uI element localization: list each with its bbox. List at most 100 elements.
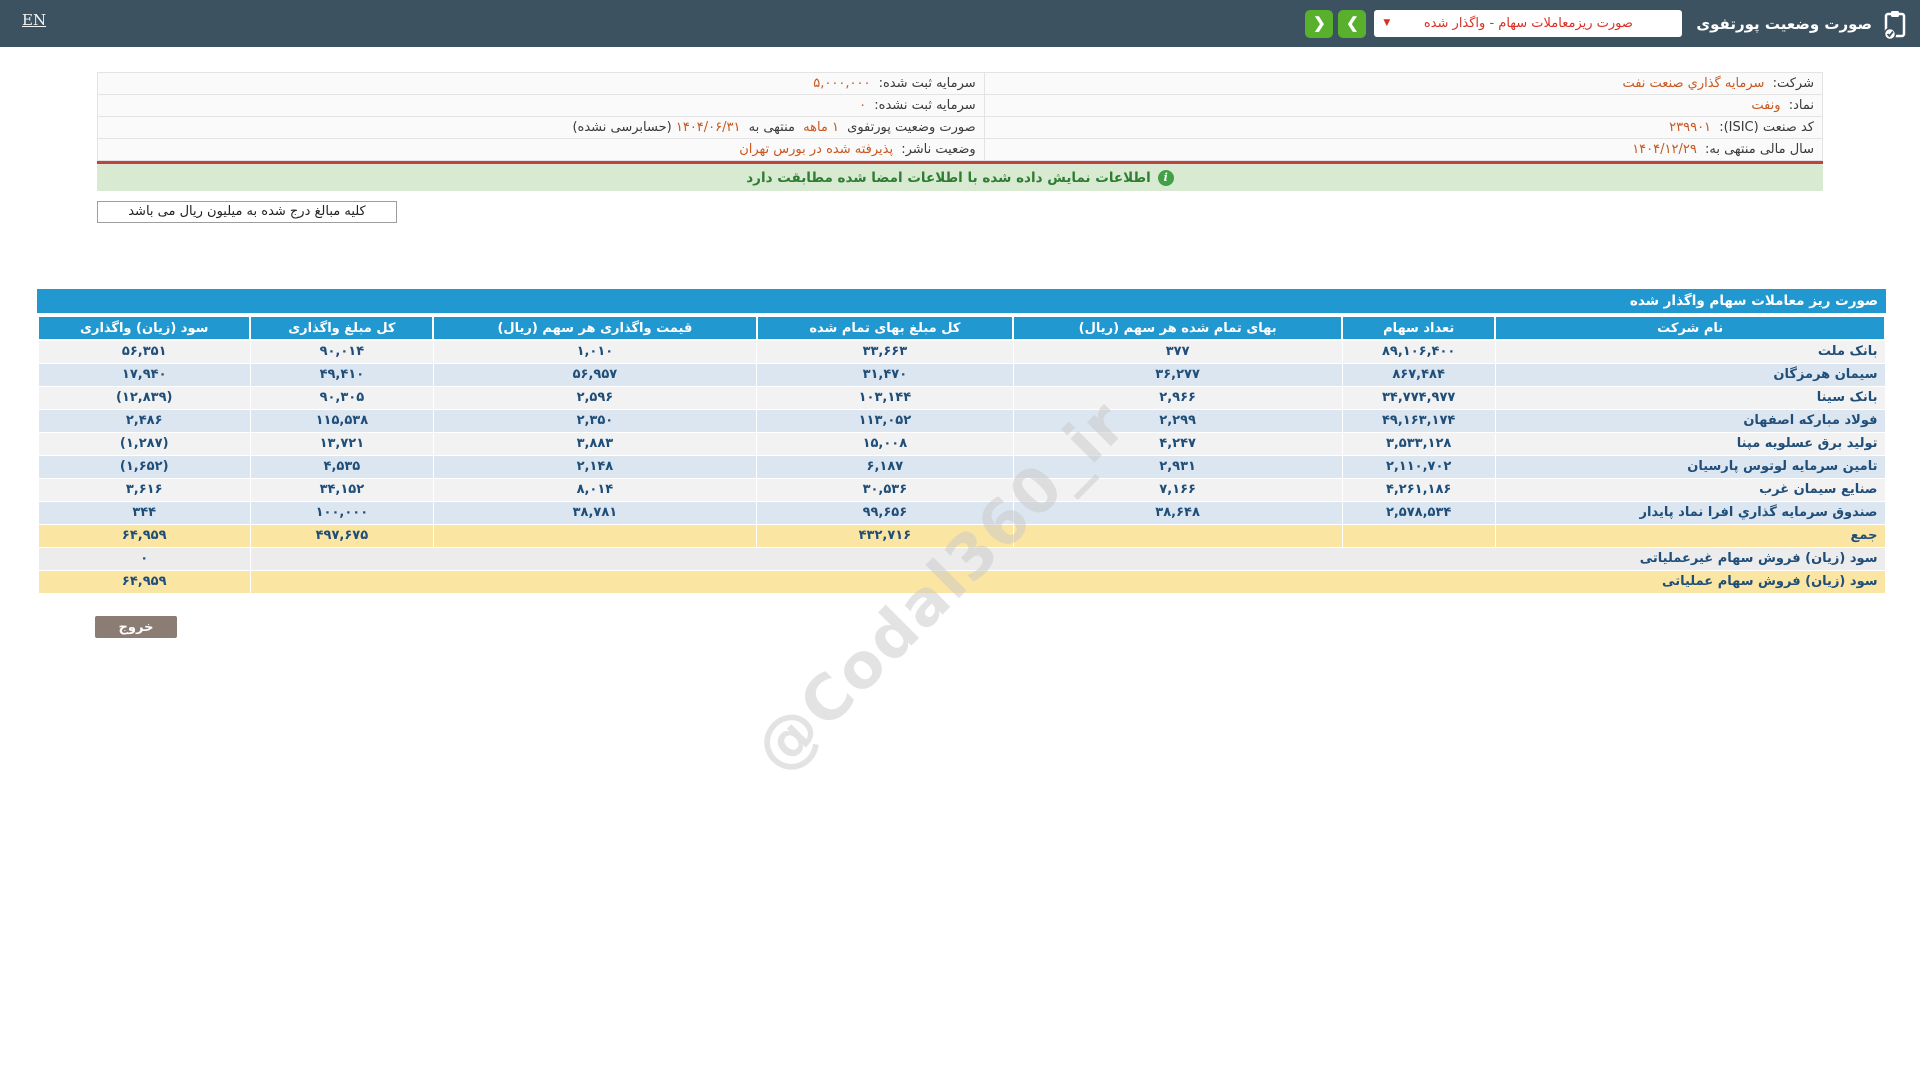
- chevron-right-icon: ❯: [1346, 15, 1359, 32]
- value-cell: ۱۱۵,۵۳۸: [249, 408, 434, 433]
- value-cell: ۴,۲۶۱,۱۸۶: [1341, 477, 1496, 502]
- table-row: سود (زیان) فروش سهام غیرعملیاتی ۰: [37, 546, 1886, 571]
- portfolio-period-label: صورت وضعیت پورتفوی: [847, 120, 976, 135]
- company-name-cell: سیمان هرمزگان: [1494, 362, 1886, 387]
- table-row: جمع ۴۳۲,۷۱۶ ۴۹۷,۶۷۵ ۶۴,۹۵۹: [37, 523, 1886, 548]
- column-share-count: تعداد سهام: [1340, 315, 1497, 341]
- language-toggle-en[interactable]: EN: [22, 11, 47, 29]
- company-info-table: شرکت: سرمایه گذاري صنعت نفت سرمایه ثبت ش…: [97, 72, 1824, 161]
- info-row-company: شرکت: سرمایه گذاري صنعت نفت سرمایه ثبت ش…: [97, 72, 1824, 95]
- value-cell: ۷,۱۶۶: [1012, 477, 1343, 502]
- company-name-cell: صنایع سیمان غرب: [1494, 477, 1886, 502]
- transactions-tbody: بانک ملت ۸۹,۱۰۶,۴۰۰ ۳۷۷ ۳۳,۶۶۳ ۱,۰۱۰ ۹۰,۰۱۴ ۵۶…: [37, 339, 1886, 594]
- summary-label-cell: سود (زیان) فروش سهام غیرعملیاتی: [249, 546, 1886, 571]
- table-title: صورت ریز معاملات سهام واگذار شده: [37, 289, 1886, 313]
- fiscal-year-field: سال مالی منتهی به: ۱۴۰۴/۱۲/۲۹: [983, 138, 1824, 161]
- report-type-dropdown[interactable]: صورت ریزمعاملات سهام - واگذار شده ▼: [1374, 10, 1683, 37]
- value-cell: (۱۲,۸۳۹): [37, 385, 251, 410]
- issuer-status-value: پذیرفته شده در بورس تهران: [739, 142, 894, 157]
- summary-label-cell: سود (زیان) فروش سهام عملیاتی: [249, 569, 1886, 594]
- value-cell: ۸۹,۱۰۶,۴۰۰: [1341, 339, 1496, 364]
- value-cell: ۹۰,۳۰۵: [249, 385, 434, 410]
- isic-value: ۲۳۹۹۰۱: [1669, 120, 1712, 135]
- previous-report-button[interactable]: ❮: [1305, 9, 1334, 38]
- value-cell: ۳۴۴: [37, 500, 251, 525]
- portfolio-period-duration: ۱ ماهه: [803, 120, 839, 135]
- exit-row: خروج: [0, 616, 1920, 638]
- value-cell: ۳,۸۸۳: [432, 431, 758, 456]
- company-name-cell: تامین سرمایه لوتوس پارسیان: [1494, 454, 1886, 479]
- info-row-isic: کد صنعت (ISIC): ۲۳۹۹۰۱ صورت وضعیت پورتفو…: [97, 116, 1824, 139]
- portfolio-period-mid: منتهی به: [748, 120, 795, 135]
- value-cell: ۴,۵۳۵: [249, 454, 434, 479]
- exit-button[interactable]: خروج: [95, 616, 177, 638]
- value-cell: (۱,۲۸۷): [37, 431, 251, 456]
- table-row: بانک سینا ۳۴,۷۷۴,۹۷۷ ۲,۹۶۶ ۱۰۳,۱۴۴ ۲,۵۹۶ ۹۰,۳…: [37, 385, 1886, 410]
- chevron-down-icon: ▼: [1383, 18, 1391, 28]
- column-cost-per-share: بهای تمام شده هر سهم (ریال): [1012, 315, 1343, 341]
- page-title: صورت وضعیت پورتفوی: [1696, 14, 1872, 33]
- info-row-symbol: نماد: ونفت سرمایه ثبت نشده: ۰: [97, 94, 1824, 117]
- value-cell: ۵۶,۳۵۱: [37, 339, 251, 364]
- portfolio-period-date: ۱۴۰۴/۰۶/۳۱: [675, 120, 741, 135]
- value-cell: ۳۴,۱۵۲: [249, 477, 434, 502]
- registered-capital-field: سرمایه ثبت شده: ۵,۰۰۰,۰۰۰: [97, 72, 985, 95]
- unregistered-capital-value: ۰: [859, 98, 867, 113]
- portfolio-clipboard-icon: [1882, 9, 1908, 39]
- summary-value-cell: ۰: [37, 546, 251, 571]
- symbol-value: ونفت: [1751, 98, 1781, 113]
- value-cell: ۱۳,۷۲۱: [249, 431, 434, 456]
- value-cell: ۶,۱۸۷: [756, 454, 1014, 479]
- value-cell: ۸,۰۱۴: [432, 477, 758, 502]
- column-transfer-price-per-share: قیمت واگذاری هر سهم (ریال): [432, 315, 758, 341]
- isic-field: کد صنعت (ISIC): ۲۳۹۹۰۱: [983, 116, 1824, 139]
- table-row: صندوق سرمایه گذاري افرا نماد پایدار ۲,۵۷۸…: [37, 500, 1886, 525]
- info-icon: i: [1157, 169, 1174, 186]
- next-report-button[interactable]: ❯: [1338, 9, 1367, 38]
- value-cell: [1012, 523, 1343, 548]
- info-row-fiscal-year: سال مالی منتهی به: ۱۴۰۴/۱۲/۲۹ وضعیت ناشر…: [97, 138, 1824, 161]
- value-cell: ۳,۵۳۳,۱۲۸: [1341, 431, 1496, 456]
- value-cell: [432, 523, 758, 548]
- value-cell: ۲,۹۳۱: [1012, 454, 1343, 479]
- column-total-transfer-amount: کل مبلغ واگذاری: [249, 315, 435, 341]
- units-note: کلیه مبالغ درج شده به میلیون ریال می باش…: [97, 201, 397, 223]
- value-cell: ۸۶۷,۴۸۴: [1341, 362, 1496, 387]
- value-cell: ۱۱۳,۰۵۲: [756, 408, 1014, 433]
- report-type-selected-value: صورت ریزمعاملات سهام - واگذار شده: [1423, 16, 1633, 31]
- company-name-cell: بانک ملت: [1494, 339, 1886, 364]
- transactions-section: صورت ریز معاملات سهام واگذار شده نام شرک…: [36, 289, 1886, 594]
- value-cell: ۳۷۷: [1012, 339, 1343, 364]
- company-value: سرمایه گذاري صنعت نفت: [1622, 76, 1765, 91]
- company-name-cell: فولاد مبارکه اصفهان: [1494, 408, 1886, 433]
- registered-capital-label: سرمایه ثبت شده:: [878, 76, 976, 91]
- value-cell: ۳۴,۷۷۴,۹۷۷: [1341, 385, 1496, 410]
- value-cell: ۲,۲۹۹: [1012, 408, 1343, 433]
- value-cell: ۳۸,۷۸۱: [432, 500, 758, 525]
- value-cell: ۴۹,۴۱۰: [249, 362, 434, 387]
- value-cell: ۲,۱۱۰,۷۰۲: [1341, 454, 1496, 479]
- summary-value-cell: ۶۴,۹۵۹: [37, 569, 251, 594]
- value-cell: ۱,۰۱۰: [432, 339, 758, 364]
- transactions-table: نام شرکت تعداد سهام بهای تمام شده هر سهم…: [36, 315, 1886, 594]
- unregistered-capital-label: سرمایه ثبت نشده:: [874, 98, 976, 113]
- value-cell: ۶۴,۹۵۹: [37, 523, 251, 548]
- column-transfer-profit-loss: سود (زیان) واگذاری: [36, 315, 252, 341]
- value-cell: ۱۰۳,۱۴۴: [756, 385, 1014, 410]
- value-cell: (۱,۶۵۲): [37, 454, 251, 479]
- table-row: سود (زیان) فروش سهام عملیاتی ۶۴,۹۵۹: [37, 569, 1886, 594]
- value-cell: ۴۳۲,۷۱۶: [756, 523, 1014, 548]
- value-cell: ۲,۱۴۸: [432, 454, 758, 479]
- value-cell: ۳۸,۶۴۸: [1012, 500, 1343, 525]
- symbol-field: نماد: ونفت: [983, 94, 1824, 117]
- company-label: شرکت:: [1772, 76, 1814, 91]
- isic-label: کد صنعت (ISIC):: [1719, 120, 1814, 135]
- value-cell: ۲,۹۶۶: [1012, 385, 1343, 410]
- issuer-status-field: وضعیت ناشر: پذیرفته شده در بورس تهران: [97, 138, 985, 161]
- company-name-cell: صندوق سرمایه گذاري افرا نماد پایدار: [1494, 500, 1886, 525]
- value-cell: ۳۱,۴۷۰: [756, 362, 1014, 387]
- table-row: تولید برق عسلویه مپنا ۳,۵۳۳,۱۲۸ ۴,۲۴۷ ۱۵,۰۰…: [37, 431, 1886, 456]
- company-name-cell: بانک سینا: [1494, 385, 1886, 410]
- value-cell: ۲,۵۹۶: [432, 385, 758, 410]
- value-cell: ۹۰,۰۱۴: [249, 339, 434, 364]
